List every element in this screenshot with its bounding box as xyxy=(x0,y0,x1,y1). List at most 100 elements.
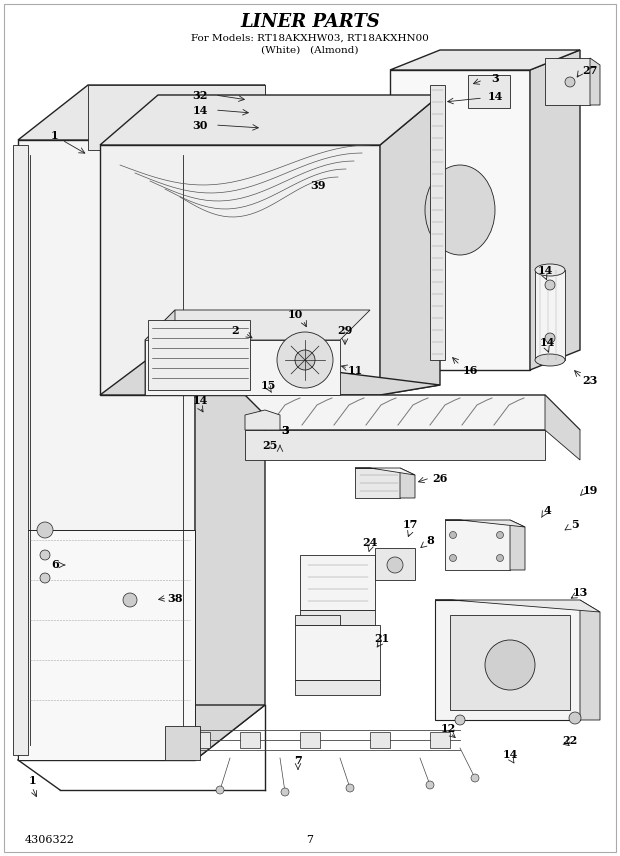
Text: 30: 30 xyxy=(192,120,208,130)
Polygon shape xyxy=(510,520,525,570)
Ellipse shape xyxy=(425,165,495,255)
Polygon shape xyxy=(18,85,265,140)
Polygon shape xyxy=(445,520,525,527)
Circle shape xyxy=(569,712,581,724)
Polygon shape xyxy=(468,75,510,108)
Text: 4306322: 4306322 xyxy=(25,835,75,845)
Circle shape xyxy=(450,555,456,562)
Circle shape xyxy=(485,640,535,690)
Circle shape xyxy=(455,715,465,725)
Polygon shape xyxy=(165,726,200,760)
Circle shape xyxy=(387,557,403,573)
Text: 12: 12 xyxy=(440,722,456,734)
Polygon shape xyxy=(300,610,375,625)
Text: 2: 2 xyxy=(231,324,239,336)
Text: 26: 26 xyxy=(432,473,448,484)
Text: 14: 14 xyxy=(192,395,208,406)
Circle shape xyxy=(450,532,456,538)
Text: 17: 17 xyxy=(402,520,418,531)
Polygon shape xyxy=(18,705,265,760)
Polygon shape xyxy=(190,732,210,748)
Text: 3: 3 xyxy=(281,425,289,436)
Text: For Models: RT18AKXHW03, RT18AKXHN00: For Models: RT18AKXHW03, RT18AKXHN00 xyxy=(191,33,429,43)
Text: 38: 38 xyxy=(167,592,183,603)
Text: 23: 23 xyxy=(582,375,598,385)
Text: 10: 10 xyxy=(288,310,303,320)
Text: 25: 25 xyxy=(262,439,278,450)
Polygon shape xyxy=(590,58,600,105)
Polygon shape xyxy=(355,468,400,498)
Polygon shape xyxy=(300,732,320,748)
Ellipse shape xyxy=(535,354,565,366)
Polygon shape xyxy=(145,310,370,340)
Polygon shape xyxy=(145,310,175,395)
Text: 24: 24 xyxy=(362,537,378,548)
Polygon shape xyxy=(545,395,580,460)
Polygon shape xyxy=(390,50,580,70)
Text: 19: 19 xyxy=(582,484,598,496)
Polygon shape xyxy=(375,548,415,580)
Polygon shape xyxy=(13,145,28,755)
Polygon shape xyxy=(18,530,195,760)
Circle shape xyxy=(497,555,503,562)
Circle shape xyxy=(295,350,315,370)
Circle shape xyxy=(346,784,354,792)
Text: 29: 29 xyxy=(337,324,353,336)
Polygon shape xyxy=(295,615,340,625)
Text: 32: 32 xyxy=(192,90,208,100)
Text: 1: 1 xyxy=(28,775,36,786)
Text: 27: 27 xyxy=(582,64,598,75)
Text: 4: 4 xyxy=(543,504,551,515)
Polygon shape xyxy=(535,270,565,360)
Text: 14: 14 xyxy=(192,104,208,116)
Polygon shape xyxy=(370,732,390,748)
Circle shape xyxy=(281,788,289,796)
Text: 15: 15 xyxy=(260,379,276,390)
Text: 14: 14 xyxy=(539,337,555,348)
Polygon shape xyxy=(300,555,375,610)
Text: 6: 6 xyxy=(51,560,59,570)
Circle shape xyxy=(497,532,503,538)
Text: 16: 16 xyxy=(463,365,477,376)
Text: 7: 7 xyxy=(306,835,314,845)
Text: 11: 11 xyxy=(347,365,363,376)
Circle shape xyxy=(216,786,224,794)
Circle shape xyxy=(545,333,555,343)
Polygon shape xyxy=(100,350,440,395)
Polygon shape xyxy=(245,430,545,460)
Text: 13: 13 xyxy=(572,587,588,598)
Ellipse shape xyxy=(535,264,565,276)
Polygon shape xyxy=(88,85,265,150)
Text: 14: 14 xyxy=(538,265,552,276)
Text: 39: 39 xyxy=(310,180,326,191)
Text: 22: 22 xyxy=(562,734,578,746)
Polygon shape xyxy=(545,58,590,105)
Polygon shape xyxy=(380,95,440,395)
Polygon shape xyxy=(390,70,530,370)
Polygon shape xyxy=(445,520,510,570)
Polygon shape xyxy=(145,340,340,395)
Text: (White)   (Almond): (White) (Almond) xyxy=(261,45,359,55)
Polygon shape xyxy=(430,85,445,360)
Polygon shape xyxy=(530,50,580,370)
Polygon shape xyxy=(148,320,250,390)
Text: 14: 14 xyxy=(487,91,503,102)
Circle shape xyxy=(565,77,575,87)
Circle shape xyxy=(40,550,50,560)
Polygon shape xyxy=(430,732,450,748)
Polygon shape xyxy=(580,600,600,720)
Text: 3: 3 xyxy=(491,73,499,84)
Text: 14: 14 xyxy=(502,750,518,760)
Text: LINER PARTS: LINER PARTS xyxy=(240,13,380,31)
Polygon shape xyxy=(435,600,600,612)
Text: 21: 21 xyxy=(374,633,389,644)
Text: 8: 8 xyxy=(426,534,434,545)
Text: 5: 5 xyxy=(571,520,579,531)
Circle shape xyxy=(37,522,53,538)
Polygon shape xyxy=(245,395,580,430)
Polygon shape xyxy=(240,732,260,748)
Polygon shape xyxy=(245,410,280,430)
Polygon shape xyxy=(450,615,570,710)
Polygon shape xyxy=(295,625,380,680)
Circle shape xyxy=(471,774,479,782)
